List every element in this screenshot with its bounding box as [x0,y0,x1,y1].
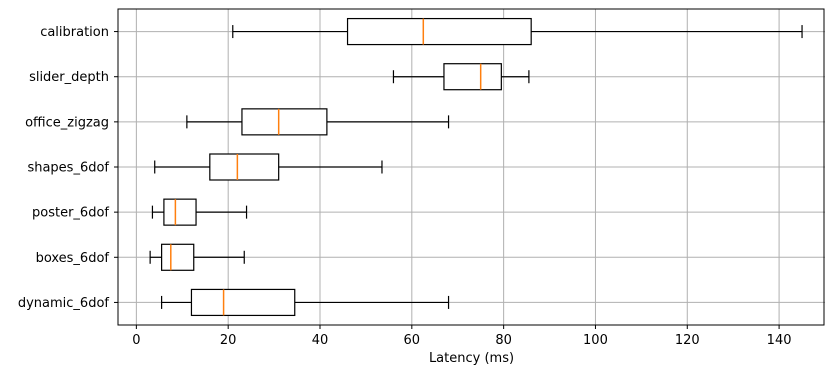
x-tick-label: 80 [495,333,512,348]
x-tick-label: 60 [404,333,421,348]
x-tick-label: 100 [583,333,608,348]
box-iqr [346,17,532,46]
box-iqr [209,153,280,181]
boxplot-shapes_6dof [154,153,383,181]
box-iqr [443,63,502,91]
box-plots [149,17,803,317]
box-iqr [163,198,197,226]
y-tick-label: slider_depth [29,70,109,85]
x-tick-label: 0 [132,333,140,348]
boxplot-dynamic_6dof [161,288,450,317]
x-axis-title: Latency (ms) [429,351,514,366]
box-iqr [161,243,195,271]
x-tick-label: 40 [312,333,329,348]
box-iqr [190,288,296,317]
y-tick-label: dynamic_6dof [18,296,110,311]
boxplot-slider_depth [392,63,530,91]
box-iqr [241,108,328,136]
boxplot-poster_6dof [151,198,248,226]
boxplot-boxes_6dof [149,243,245,271]
boxplot-calibration [232,17,803,46]
y-tick-label: shapes_6dof [27,161,109,176]
y-tick-label: poster_6dof [32,206,109,221]
boxplot-office_zigzag [186,108,450,136]
x-tick-label: 20 [220,333,237,348]
y-tick-label: boxes_6dof [36,251,110,266]
axis-ticks: 0 20 40 60 80 100 120 140 calibration slider_dept… [18,25,792,348]
x-tick-label: 140 [767,333,792,348]
y-tick-label: calibration [40,25,109,40]
y-tick-label: office_zigzag [25,115,109,130]
x-tick-label: 120 [675,333,700,348]
